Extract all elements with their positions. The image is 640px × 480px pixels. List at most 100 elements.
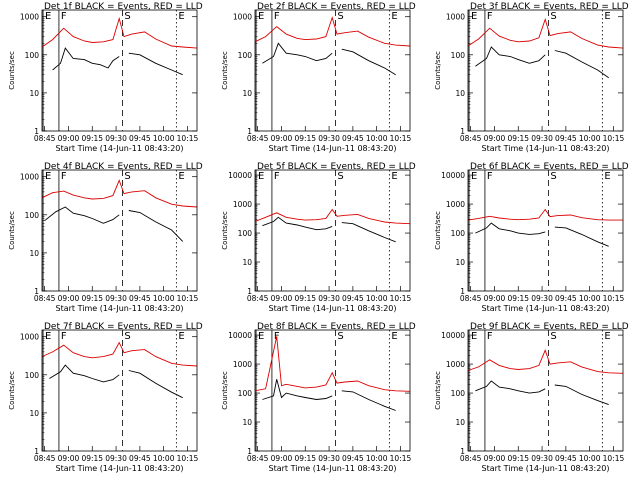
event-marker-label: S <box>124 331 130 342</box>
series-line <box>41 341 198 367</box>
series-line <box>475 380 609 406</box>
series-line <box>262 42 396 76</box>
series-line <box>52 47 183 76</box>
y-tick-label: 1 <box>247 447 252 456</box>
y-tick-label: 100 <box>238 51 253 60</box>
event-marker-label: E <box>391 171 397 182</box>
event-marker-label: E <box>604 331 610 342</box>
x-tick-label: 09:00 <box>484 294 506 303</box>
y-tick-label: 10 <box>242 89 252 98</box>
x-tick-label: 09:30 <box>531 454 553 463</box>
x-tick-label: 09:30 <box>318 294 340 303</box>
x-tick-label: 08:45 <box>34 454 56 463</box>
x-axis-label: Start Time (14-Jun-11 08:43:20) <box>482 304 610 313</box>
plot-frame <box>467 329 624 452</box>
x-tick-label: 10:00 <box>153 294 175 303</box>
chart-title: Det 1f BLACK = Events, RED = LLD <box>44 2 203 12</box>
y-axis-label: Counts/sec <box>8 371 16 410</box>
chart-title: Det 7f BLACK = Events, RED = LLD <box>44 322 203 332</box>
x-tick-label: 08:45 <box>460 454 482 463</box>
event-marker-label: S <box>337 171 343 182</box>
event-marker-label: E <box>258 171 264 182</box>
x-tick-label: 09:30 <box>531 134 553 143</box>
x-tick-label: 09:15 <box>81 294 103 303</box>
y-tick-label: 1000 <box>446 360 465 369</box>
y-tick-label: 1000 <box>20 13 39 22</box>
event-marker-label: E <box>258 331 264 342</box>
y-tick-label: 10 <box>455 258 465 267</box>
y-tick-label: 100 <box>238 229 253 238</box>
x-tick-label: 10:15 <box>177 294 199 303</box>
y-tick-label: 1000 <box>233 13 252 22</box>
x-tick-label: 09:15 <box>507 454 529 463</box>
x-tick-label: 09:00 <box>58 294 80 303</box>
x-tick-label: 09:15 <box>507 134 529 143</box>
x-tick-label: 08:45 <box>247 294 269 303</box>
y-tick-label: 10 <box>29 249 39 258</box>
series-line <box>262 379 396 411</box>
x-tick-label: 09:15 <box>294 454 316 463</box>
chart-panel: Det 5f BLACK = Events, RED = LLD 1 10 100 10… <box>221 162 416 313</box>
x-axis-label: Start Time (14-Jun-11 08:43:20) <box>56 304 184 313</box>
event-marker-label: E <box>391 11 397 22</box>
event-marker-label: E <box>45 331 51 342</box>
y-axis-label: Counts/sec <box>8 51 16 90</box>
series-line <box>475 222 609 247</box>
chart-title: Det 4f BLACK = Events, RED = LLD <box>44 162 203 172</box>
y-tick-label: 100 <box>25 211 40 220</box>
plot-frame <box>254 169 411 292</box>
x-tick-label: 10:00 <box>579 454 601 463</box>
event-marker-label: F <box>274 11 280 22</box>
event-marker-label: S <box>550 171 556 182</box>
series-line <box>49 364 183 399</box>
chart-title: Det 9f BLACK = Events, RED = LLD <box>470 322 629 332</box>
y-axis-label: Counts/sec <box>221 211 229 250</box>
y-axis-label: Counts/sec <box>434 211 442 250</box>
chart-title: Det 2f BLACK = Events, RED = LLD <box>257 2 416 12</box>
y-tick-label: 1 <box>460 287 465 296</box>
chart-panel: Det 8f BLACK = Events, RED = LLD 1 10 100 10… <box>221 322 416 473</box>
event-marker-label: E <box>471 11 477 22</box>
y-tick-label: 1000 <box>20 173 39 182</box>
x-tick-label: 08:45 <box>247 134 269 143</box>
chart-panel: Det 9f BLACK = Events, RED = LLD 1 10 100 10… <box>434 322 629 473</box>
y-axis-label: Counts/sec <box>434 51 442 90</box>
x-tick-label: 10:15 <box>603 294 625 303</box>
x-tick-label: 09:30 <box>105 134 127 143</box>
x-axis-label: Start Time (14-Jun-11 08:43:20) <box>56 144 184 153</box>
plot-frame <box>41 9 198 132</box>
event-marker-label: F <box>487 11 493 22</box>
event-marker-label: F <box>487 171 493 182</box>
y-tick-label: 10 <box>29 409 39 418</box>
x-tick-label: 09:45 <box>342 294 364 303</box>
x-tick-label: 09:00 <box>271 294 293 303</box>
x-tick-label: 09:30 <box>531 294 553 303</box>
x-axis-label: Start Time (14-Jun-11 08:43:20) <box>269 144 397 153</box>
x-tick-label: 09:45 <box>129 294 151 303</box>
x-tick-label: 08:45 <box>460 134 482 143</box>
series-line <box>44 206 184 242</box>
plot-frame <box>254 329 411 452</box>
y-axis-label: Counts/sec <box>434 371 442 410</box>
series-line <box>475 46 609 79</box>
plot-frame <box>41 169 198 292</box>
y-tick-label: 1000 <box>446 200 465 209</box>
chart-panel: Det 7f BLACK = Events, RED = LLD 1 10 100 10… <box>8 322 203 473</box>
y-tick-label: 1000 <box>20 333 39 342</box>
x-tick-label: 09:30 <box>318 134 340 143</box>
x-tick-label: 09:15 <box>81 454 103 463</box>
chart-panel: Det 4f BLACK = Events, RED = LLD 1 10 100 10… <box>8 162 203 313</box>
y-tick-label: 1000 <box>233 360 252 369</box>
chart-panel: Det 1f BLACK = Events, RED = LLD 1 10 100 10… <box>8 2 203 153</box>
y-axis-label: Counts/sec <box>221 51 229 90</box>
x-tick-label: 09:15 <box>507 294 529 303</box>
event-marker-label: E <box>604 11 610 22</box>
x-tick-label: 09:15 <box>294 294 316 303</box>
x-tick-label: 09:45 <box>129 454 151 463</box>
x-tick-label: 10:15 <box>390 134 412 143</box>
y-tick-label: 1 <box>460 127 465 136</box>
event-marker-label: F <box>61 331 67 342</box>
plot-frame <box>254 9 411 132</box>
chart-title: Det 8f BLACK = Events, RED = LLD <box>257 322 416 332</box>
series-line <box>254 336 411 392</box>
